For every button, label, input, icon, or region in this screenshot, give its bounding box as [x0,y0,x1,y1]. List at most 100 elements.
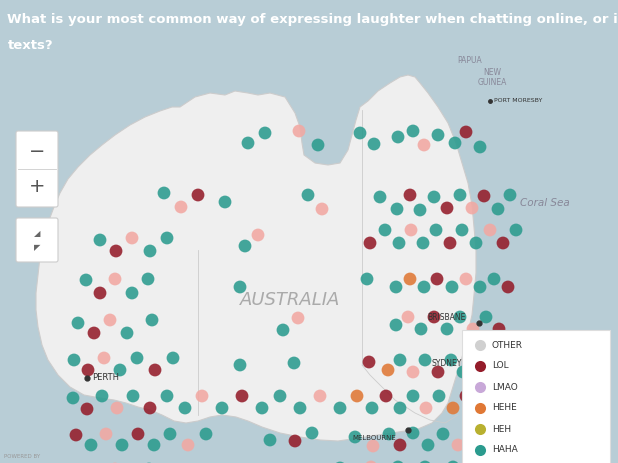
Point [448,404,458,412]
Text: ◢: ◢ [34,230,40,238]
Point [429,193,439,200]
Text: +: + [29,177,45,196]
Point [145,247,155,255]
Point [352,392,362,400]
Point [197,392,207,400]
Point [395,404,405,412]
Point [132,354,142,362]
Point [364,358,374,366]
Point [303,191,313,199]
Point [442,204,452,212]
Point [81,276,91,284]
Point [384,430,394,438]
Point [475,143,485,150]
Point [383,366,393,374]
Text: ◤: ◤ [34,244,40,252]
Point [461,392,471,400]
Text: −: − [29,142,45,161]
Point [431,226,441,234]
Point [143,275,153,283]
Point [350,433,360,441]
Point [420,357,430,364]
FancyBboxPatch shape [16,218,58,262]
Point [89,329,99,337]
Point [505,191,515,199]
Point [110,275,120,283]
Point [467,204,477,212]
Point [127,234,137,242]
Point [307,429,317,437]
Polygon shape [36,75,476,441]
Point [408,127,418,135]
Point [433,131,443,139]
Point [294,127,304,135]
Point [503,283,513,291]
Point [168,354,178,362]
Point [317,205,327,213]
Point [489,430,499,438]
Point [367,404,377,412]
Point [394,239,404,247]
Point [145,404,155,412]
Point [479,192,489,200]
Point [493,205,503,213]
Point [265,436,275,444]
Point [405,191,415,199]
Point [421,404,431,412]
Point [95,236,105,244]
Point [438,430,448,438]
Point [295,404,305,412]
Point [470,357,480,364]
Point [260,129,270,137]
Text: tosm/on Se: tosm/on Se [550,453,590,459]
Point [150,366,160,374]
Text: PAPUA: PAPUA [457,56,483,65]
Text: HEH: HEH [492,425,511,433]
Point [149,441,159,449]
Point [128,392,138,400]
Point [257,404,267,412]
Point [457,226,467,234]
Point [405,275,415,283]
Point [315,392,325,400]
Point [415,206,425,214]
Text: Coral Sea: Coral Sea [520,198,570,208]
Point [147,316,157,324]
Point [498,239,508,247]
Point [380,226,390,234]
Point [416,325,426,333]
Point [117,441,127,449]
Point [458,368,468,375]
Point [180,404,190,412]
Point [243,139,253,147]
Point [237,392,247,400]
Point [455,191,465,199]
Point [159,189,169,197]
Point [83,366,93,374]
Text: POWERED BY: POWERED BY [4,454,40,459]
Point [97,392,107,400]
Point [240,242,250,250]
Text: texts?: texts? [7,38,53,51]
Point [450,139,460,147]
Point [165,430,175,438]
Point [111,247,121,255]
Point [375,193,385,200]
Point [423,441,433,449]
Point [235,361,245,369]
Point [381,392,391,400]
Point [112,404,122,412]
Point [176,203,186,211]
Point [453,441,463,449]
Text: LOL: LOL [492,362,509,370]
Point [68,394,78,402]
Point [391,283,401,291]
Point [368,442,378,450]
Point [445,239,455,247]
Point [183,441,193,449]
Point [133,430,143,438]
Point [481,313,491,321]
Point [511,226,521,234]
Point [468,325,478,333]
Point [473,404,483,412]
